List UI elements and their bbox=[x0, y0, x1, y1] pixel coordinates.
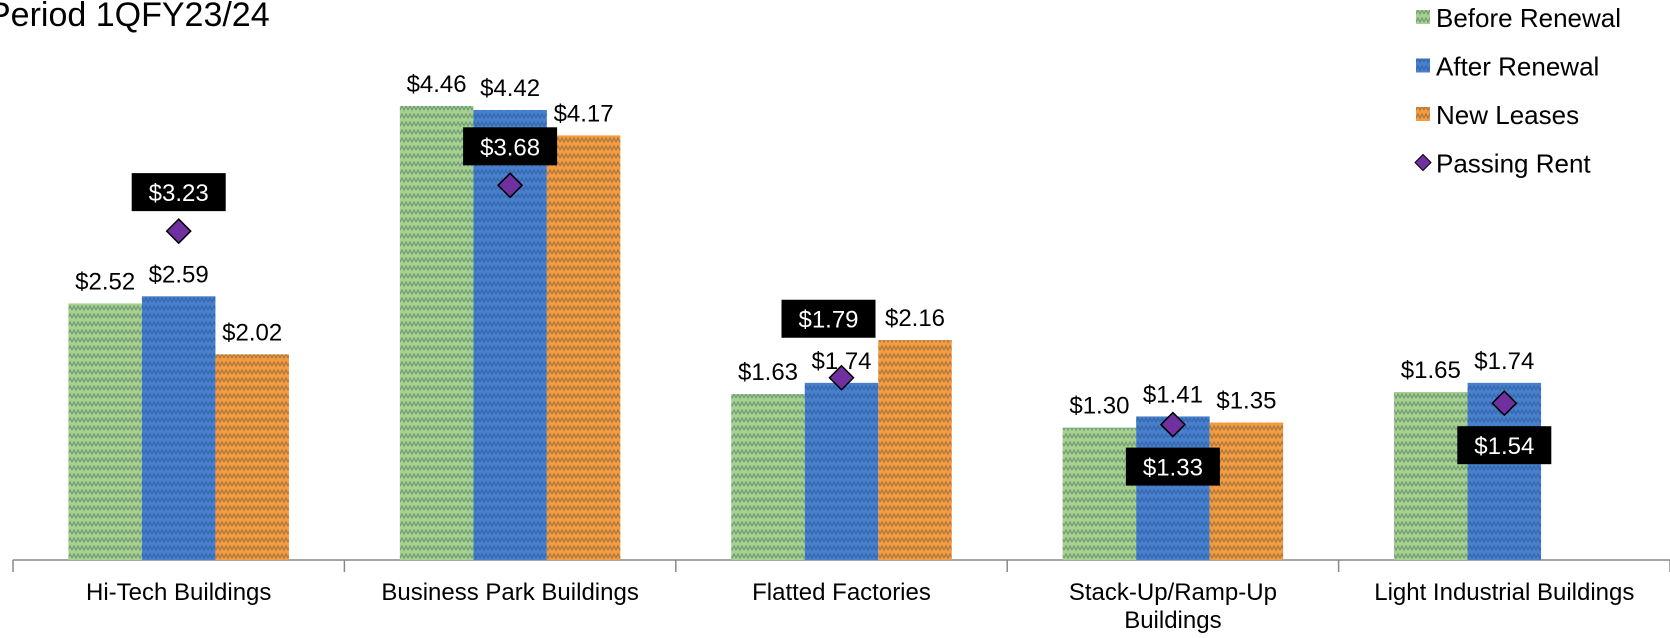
bar bbox=[731, 394, 805, 560]
data-label: $1.54 bbox=[1474, 433, 1534, 460]
bar bbox=[804, 382, 879, 560]
chart-title: Period 1QFY23/24 bbox=[0, 0, 270, 34]
marker bbox=[497, 172, 524, 199]
legend-swatch bbox=[1416, 58, 1430, 73]
data-label: $1.30 bbox=[1069, 393, 1129, 420]
data-label: $1.41 bbox=[1143, 381, 1203, 408]
bar bbox=[399, 105, 474, 561]
legend-swatch bbox=[1416, 10, 1430, 24]
x-tick-label: Light Industrial Buildings bbox=[1374, 579, 1634, 606]
data-label: $4.17 bbox=[554, 100, 614, 127]
marker bbox=[165, 218, 192, 245]
label-box bbox=[781, 299, 876, 338]
data-label: $2.59 bbox=[149, 261, 209, 288]
bar bbox=[215, 354, 289, 560]
x-tick-label: Business Park Buildings bbox=[381, 579, 638, 606]
data-label: $4.46 bbox=[407, 71, 467, 98]
legend-label: Passing Rent bbox=[1436, 149, 1591, 179]
legend-swatch bbox=[1416, 107, 1430, 121]
bar bbox=[1394, 392, 1468, 560]
label-box bbox=[131, 173, 226, 212]
bar bbox=[1209, 422, 1284, 560]
bar bbox=[141, 296, 216, 560]
legend-label: New Leases bbox=[1436, 100, 1579, 130]
data-label: $1.74 bbox=[1474, 348, 1534, 375]
marker bbox=[1159, 411, 1186, 438]
data-label: $1.33 bbox=[1143, 455, 1203, 482]
data-label: $1.79 bbox=[798, 307, 858, 334]
legend-label: After Renewal bbox=[1436, 52, 1599, 82]
label-box bbox=[463, 127, 558, 166]
marker bbox=[1491, 390, 1518, 417]
data-label: $1.65 bbox=[1401, 357, 1461, 384]
legend-swatch bbox=[1414, 153, 1432, 172]
bar bbox=[68, 303, 142, 560]
bar bbox=[546, 135, 621, 560]
data-label: $3.68 bbox=[480, 134, 540, 161]
x-tick-label: Flatted Factories bbox=[752, 579, 931, 606]
data-label: $2.52 bbox=[75, 268, 135, 295]
data-label: $1.63 bbox=[738, 359, 798, 386]
bar bbox=[878, 340, 952, 560]
marker bbox=[828, 364, 855, 391]
data-label: $1.35 bbox=[1216, 388, 1276, 415]
data-label: $2.02 bbox=[222, 319, 282, 346]
label-box bbox=[1125, 447, 1220, 486]
data-label: $2.16 bbox=[885, 305, 945, 332]
x-tick-label: Stack-Up/Ramp-Up Buildings bbox=[1069, 579, 1277, 634]
bar bbox=[1136, 416, 1210, 560]
data-label: $3.23 bbox=[149, 180, 209, 207]
data-label: $4.42 bbox=[480, 75, 540, 102]
label-box bbox=[1457, 426, 1552, 465]
x-tick-label: Hi-Tech Buildings bbox=[86, 579, 271, 606]
legend-label: Before Renewal bbox=[1436, 3, 1621, 33]
bar bbox=[1062, 427, 1137, 560]
